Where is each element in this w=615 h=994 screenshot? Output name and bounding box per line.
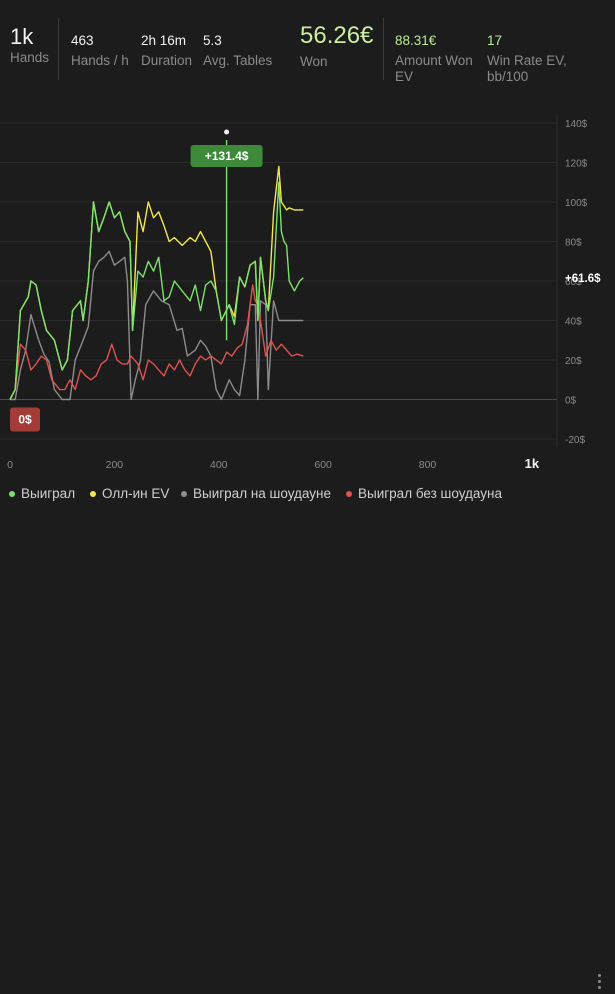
legend-dot-won xyxy=(9,490,15,497)
x-tick-label: 0 xyxy=(7,459,13,471)
peak-label: +131.4$ xyxy=(205,149,249,163)
y-tick-label: 60$ xyxy=(565,277,582,288)
peak-dot xyxy=(224,129,230,135)
stat-amount-won-ev-value: 88.31€ xyxy=(395,33,437,48)
divider xyxy=(58,18,59,80)
start-label-box xyxy=(10,407,40,432)
stat-avg-tables-label: Avg. Tables xyxy=(203,53,273,68)
legend-item-allin-ev[interactable]: Олл-ин EV xyxy=(90,486,169,501)
x-tick-label: 600 xyxy=(314,459,332,471)
series-line-2 xyxy=(10,250,304,401)
legend-label-won: Выиграл xyxy=(21,486,76,501)
profit-chart[interactable]: -20$ 0$ 20$ 40$ 60$ 80$ 100$ 120$ 140$ 0 200 400 600… xyxy=(0,108,615,478)
legend-dot-won-showdown xyxy=(181,490,187,497)
legend-label-allin-ev: Олл-ин EV xyxy=(102,486,170,501)
stat-duration: 2h 16m Duration xyxy=(141,33,192,69)
divider xyxy=(383,18,384,80)
legend-label-won-showdown: Выиграл на шоудауне xyxy=(193,486,331,501)
legend-item-won[interactable]: Выиграл xyxy=(9,486,75,501)
y-tick-label: 140$ xyxy=(565,119,588,130)
legend-item-won-showdown[interactable]: Выиграл на шоудауне xyxy=(181,486,331,501)
y-tick-label: 100$ xyxy=(565,198,588,209)
stat-duration-value: 2h 16m xyxy=(141,33,187,48)
stat-duration-label: Duration xyxy=(141,53,193,68)
stats-bar: 1k Hands 463 Hands / h 2h 16m Duration 5… xyxy=(0,0,615,100)
legend-dot-won-no-showdown xyxy=(346,490,352,497)
y-tick-label: 20$ xyxy=(565,356,582,367)
x-tick-label: 200 xyxy=(106,459,124,471)
legend-item-won-no-showdown[interactable]: Выиграл без шоудауна xyxy=(346,486,502,501)
stat-won-value: 56.26€ xyxy=(300,22,374,49)
x-tick-label: 400 xyxy=(210,459,228,471)
y-tick-label: 80$ xyxy=(565,238,582,249)
stat-hands-label: Hands xyxy=(10,50,50,65)
peak-label-box xyxy=(190,144,263,167)
stat-hands-per-hour-label: Hands / h xyxy=(71,53,129,68)
stat-hands: 1k Hands xyxy=(10,24,49,66)
stat-amount-won-ev: 88.31€ Amount Won EV xyxy=(395,33,485,85)
vertical-ellipsis-icon[interactable] xyxy=(596,974,602,994)
x-tick-label: 1k xyxy=(525,456,540,471)
stat-hands-per-hour: 463 Hands / h xyxy=(71,33,129,69)
stat-avg-tables: 5.3 Avg. Tables xyxy=(203,33,272,69)
y-tick-label: 40$ xyxy=(565,317,582,328)
stat-win-rate-ev: 17 Win Rate EV, bb/100 xyxy=(487,33,577,85)
y-tick-label: -20$ xyxy=(565,435,585,446)
stat-avg-tables-value: 5.3 xyxy=(203,33,222,48)
start-label: 0$ xyxy=(18,413,32,427)
chart-legend: Выиграл Олл-ин EV Выиграл на шоудауне Вы… xyxy=(0,486,601,989)
stat-hands-value: 1k xyxy=(10,24,34,49)
stat-won-label: Won xyxy=(300,54,328,69)
legend-label-won-no-showdown: Выиграл без шоудауна xyxy=(358,486,502,501)
end-label: +61.6$ xyxy=(565,273,601,285)
stat-win-rate-ev-value: 17 xyxy=(487,33,503,48)
series-line-0 xyxy=(9,181,304,400)
x-tick-label: 800 xyxy=(419,459,437,471)
legend-dot-allin-ev xyxy=(90,490,96,497)
stat-won: 56.26€ Won xyxy=(300,22,373,70)
y-tick-label: 120$ xyxy=(565,159,588,170)
y-tick-label: 0$ xyxy=(565,396,577,407)
stat-win-rate-ev-label: Win Rate EV, bb/100 xyxy=(487,53,567,84)
stat-amount-won-ev-label: Amount Won EV xyxy=(395,53,473,84)
stat-hands-per-hour-value: 463 xyxy=(71,33,94,48)
